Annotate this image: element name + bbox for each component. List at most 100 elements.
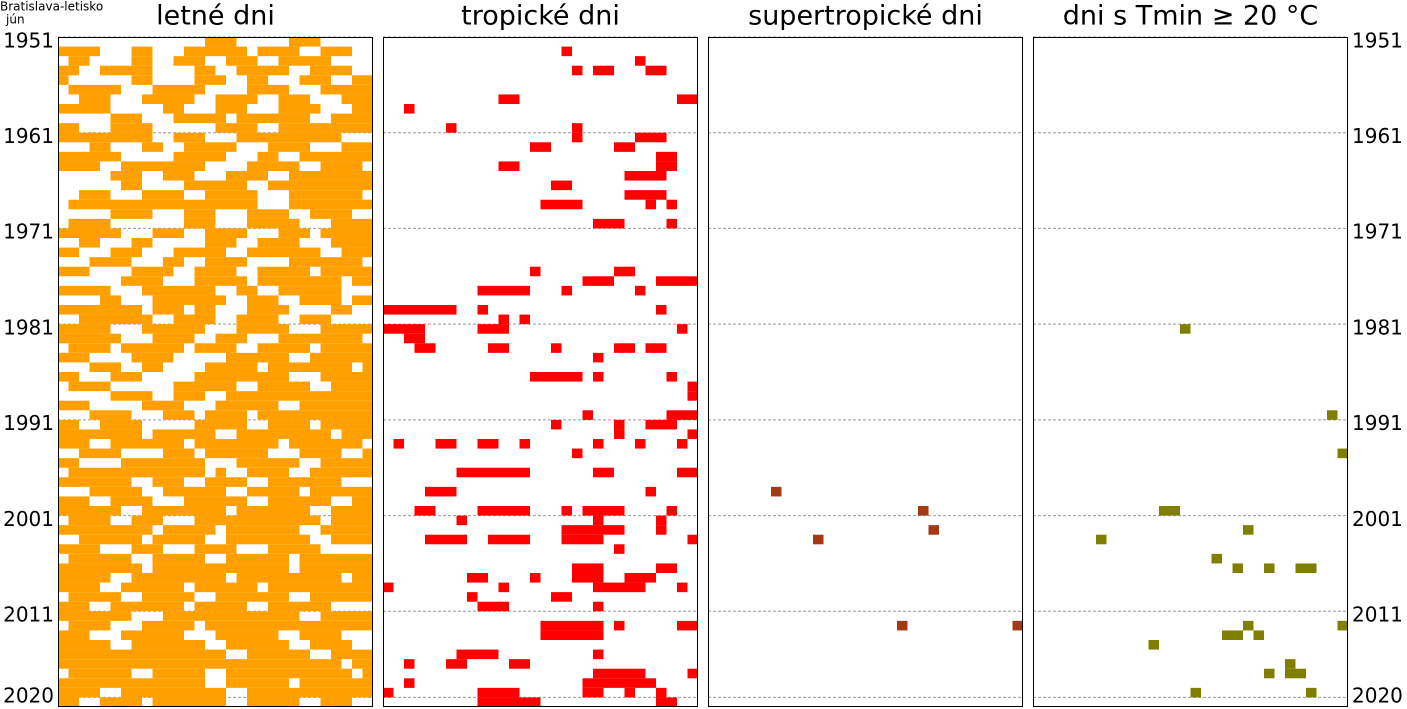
- day-cell: [257, 381, 310, 392]
- day-cell: [331, 381, 373, 392]
- day-cell: [268, 142, 310, 152]
- day-cell: [205, 410, 247, 420]
- day-cell: [247, 649, 310, 660]
- day-cell: [205, 620, 373, 631]
- panel-frame: [58, 37, 373, 707]
- day-cell: [320, 228, 373, 238]
- day-cell: [58, 649, 174, 660]
- day-cell: [320, 343, 373, 353]
- day-cell: [110, 113, 142, 124]
- y-tick-label: 1971: [1352, 220, 1403, 244]
- day-cell: [268, 544, 321, 554]
- day-cell: [666, 199, 677, 210]
- day-cell: [614, 266, 635, 277]
- day-cell: [320, 525, 373, 535]
- day-cell: [383, 582, 394, 593]
- day-cell: [477, 697, 541, 707]
- day-cell: [68, 553, 132, 564]
- day-cell: [68, 199, 258, 210]
- day-cell: [561, 525, 625, 535]
- day-cell: [194, 305, 216, 315]
- day-cell: [257, 343, 310, 353]
- day-cell: [656, 697, 677, 707]
- day-cell: [215, 94, 258, 104]
- day-cell: [236, 573, 342, 583]
- day-cell: [194, 75, 226, 85]
- day-cell: [593, 352, 604, 363]
- day-cell: [614, 343, 635, 353]
- day-cell: [331, 534, 373, 545]
- day-cell: [352, 496, 373, 506]
- day-cell: [79, 448, 121, 459]
- day-cell: [142, 506, 226, 516]
- day-cell: [456, 515, 467, 526]
- day-cell: [320, 84, 373, 95]
- day-cell: [226, 668, 352, 679]
- day-cell: [289, 429, 331, 439]
- day-cell: [310, 209, 352, 219]
- day-cell: [226, 171, 268, 181]
- day-cell: [184, 180, 247, 191]
- day-cell: [89, 142, 111, 152]
- day-cell: [152, 477, 184, 487]
- day-cell: [79, 190, 111, 200]
- day-cell: [247, 697, 300, 707]
- day-cell: [205, 362, 258, 372]
- day-cell: [352, 295, 373, 305]
- day-cell: [58, 247, 79, 258]
- day-cell: [530, 573, 541, 583]
- day-cell: [666, 506, 677, 516]
- y-tick-label: 1951: [3, 28, 54, 52]
- day-cell: [110, 391, 153, 401]
- day-cell: [677, 439, 688, 449]
- day-cell: [656, 161, 677, 171]
- day-cell: [215, 123, 258, 133]
- day-cell: [58, 132, 153, 143]
- day-cell: [226, 534, 310, 545]
- day-cell: [58, 496, 90, 506]
- day-cell: [341, 429, 373, 439]
- day-cell: [498, 314, 509, 325]
- day-cell: [236, 458, 300, 468]
- day-cell: [572, 132, 583, 143]
- day-cell: [1232, 563, 1243, 573]
- day-cell: [551, 343, 562, 353]
- day-cell: [89, 362, 121, 372]
- day-cell: [58, 419, 79, 430]
- day-cell: [624, 171, 667, 181]
- day-cell: [142, 190, 184, 200]
- day-cell: [530, 266, 541, 277]
- day-cell: [194, 372, 289, 382]
- day-cell: [58, 161, 100, 171]
- day-cell: [677, 94, 698, 104]
- day-cell: [435, 439, 457, 449]
- day-cell: [236, 314, 279, 325]
- day-cell: [331, 238, 373, 248]
- day-cell: [110, 601, 184, 612]
- day-cell: [110, 372, 142, 382]
- day-cell: [79, 534, 142, 545]
- day-cell: [152, 333, 195, 344]
- day-cell: [656, 515, 667, 526]
- day-cell: [897, 620, 908, 631]
- day-cell: [58, 659, 142, 669]
- day-cell: [1306, 687, 1317, 698]
- day-cell: [404, 104, 415, 114]
- day-cell: [226, 391, 373, 401]
- day-cell: [58, 601, 90, 612]
- day-cell: [498, 94, 520, 104]
- day-cell: [226, 352, 289, 363]
- day-cell: [58, 333, 121, 344]
- day-cell: [268, 496, 331, 506]
- day-cell: [582, 678, 656, 688]
- day-cell: [666, 410, 698, 420]
- day-cell: [58, 352, 90, 363]
- day-cell: [593, 668, 646, 679]
- day-cell: [58, 687, 100, 698]
- day-cell: [173, 132, 205, 143]
- day-cell: [289, 171, 373, 181]
- day-cell: [687, 668, 698, 679]
- day-cell: [624, 573, 656, 583]
- day-cell: [142, 592, 195, 602]
